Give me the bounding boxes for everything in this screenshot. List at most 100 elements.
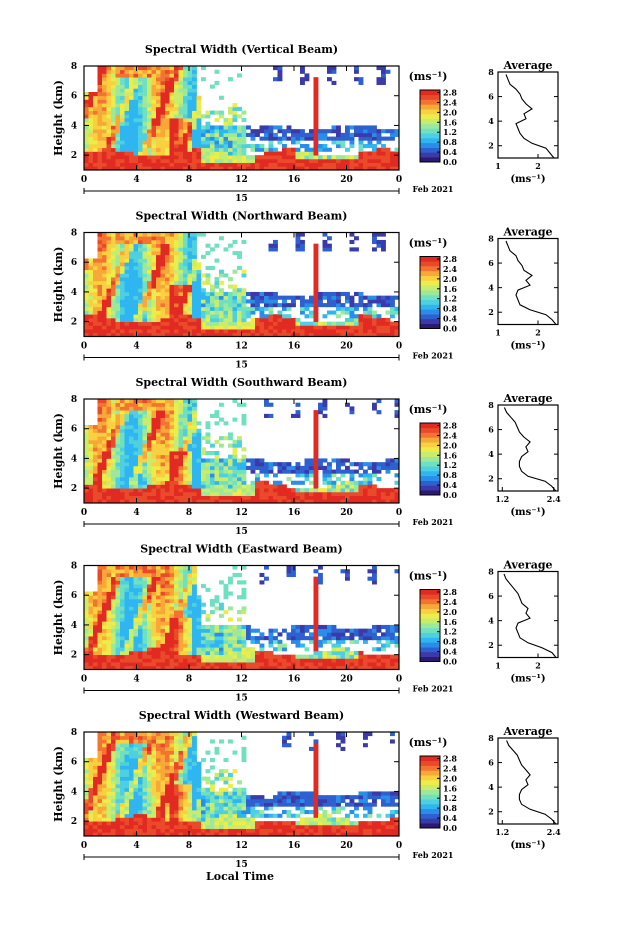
colorbar-swatch [420, 280, 440, 286]
heatmap-cell [219, 639, 224, 644]
heatmap-cell [124, 584, 130, 589]
heatmap-cell [106, 488, 112, 493]
heatmap-cell [142, 439, 148, 444]
heatmap-cell [165, 587, 170, 592]
heatmap-cell [133, 469, 139, 474]
heatmap-cell [363, 125, 368, 130]
heatmap-cell [147, 488, 152, 493]
heatmap-cell [264, 480, 269, 485]
heatmap-cell [97, 284, 103, 289]
heatmap-cell [160, 484, 166, 489]
heatmap-cell [84, 477, 89, 482]
heatmap-cell [178, 399, 184, 404]
heatmap-cell [133, 99, 139, 104]
heatmap-cell [273, 654, 278, 659]
heatmap-cell [133, 303, 139, 308]
heatmap-cell [322, 329, 328, 334]
heatmap-cell [313, 265, 319, 271]
heatmap-cell [192, 410, 197, 415]
heatmap-cell [151, 132, 157, 137]
heatmap-cell [228, 480, 233, 485]
heatmap-cell [120, 447, 125, 452]
heatmap-cell [111, 110, 116, 115]
heatmap-cell [309, 465, 314, 470]
heatmap-cell [295, 129, 301, 134]
heatmap-cell [327, 332, 332, 337]
heatmap-cell [201, 147, 206, 152]
heatmap-cell [237, 162, 242, 167]
heatmap-cell [381, 329, 386, 334]
heatmap-cell [273, 243, 278, 248]
heatmap-cell [327, 658, 332, 663]
heatmap-cell [255, 458, 260, 463]
heatmap-cell [97, 406, 103, 411]
heatmap-cell [93, 495, 98, 500]
heatmap-cell [300, 243, 305, 248]
heatmap-cell [354, 236, 359, 241]
heatmap-cell [187, 436, 193, 441]
heatmap-cell [169, 598, 175, 604]
heatmap-cell [214, 647, 220, 652]
heatmap-cell [169, 158, 175, 163]
heatmap-cell [178, 321, 184, 326]
heatmap-cell [277, 69, 283, 74]
heatmap-cell [354, 132, 359, 137]
heatmap-cell [192, 480, 197, 485]
heatmap-cell [102, 106, 107, 111]
x-tick-label: 0 [81, 508, 87, 518]
heatmap-cell [241, 273, 247, 278]
heatmap-cell [156, 92, 161, 97]
heatmap-cell [106, 491, 112, 496]
heatmap-cell [192, 232, 197, 237]
heatmap-cell [192, 155, 197, 160]
heatmap-cell [174, 636, 179, 641]
heatmap-cell [97, 155, 103, 160]
colorbar-swatch [420, 109, 440, 115]
heatmap-cell [250, 639, 256, 644]
heatmap-cell [93, 473, 98, 478]
heatmap-cell [192, 462, 197, 467]
heatmap-cell [106, 66, 112, 71]
heatmap-cell [151, 451, 157, 456]
heatmap-cell [394, 329, 400, 334]
heatmap-cell [106, 565, 112, 570]
heatmap-cell [124, 499, 130, 504]
heatmap-cell [219, 658, 224, 663]
heatmap-cell [277, 491, 283, 496]
heatmap-cell [165, 432, 170, 437]
heatmap-cell [196, 432, 202, 437]
heatmap-cell [376, 155, 382, 160]
heatmap-cell [97, 643, 103, 648]
heatmap-cell [169, 624, 175, 630]
heatmap-cell [106, 251, 112, 256]
heatmap-cell [183, 406, 188, 411]
heatmap-cell [120, 114, 125, 119]
heatmap-cell [133, 258, 139, 263]
heatmap-cell [124, 402, 130, 407]
heatmap-cell [367, 125, 373, 130]
heatmap-cell [160, 303, 166, 308]
heatmap-cell [196, 147, 202, 152]
heatmap-cell [322, 239, 328, 245]
heatmap-cell [196, 662, 202, 667]
heatmap-cell [142, 125, 148, 130]
colorbar-tick-label: 1.2 [443, 460, 457, 470]
heatmap-cell [255, 628, 260, 633]
heatmap-cell [349, 491, 355, 496]
heatmap-cell [174, 469, 179, 474]
heatmap-cell [273, 158, 278, 163]
heatmap-cell [219, 402, 224, 407]
heatmap-cell [147, 425, 152, 430]
heatmap-cell [115, 428, 121, 433]
heatmap-cell [183, 251, 188, 256]
heatmap-cell [381, 232, 386, 237]
heatmap-cell [115, 262, 121, 267]
heatmap-cell [169, 303, 175, 308]
heatmap-cell [183, 643, 188, 648]
heatmap-cell [313, 118, 319, 123]
heatmap-cell [111, 295, 116, 300]
heatmap-cell [111, 462, 116, 467]
heatmap-cell [111, 273, 116, 278]
heatmap-cell [228, 591, 233, 596]
heatmap-cell [106, 591, 112, 596]
